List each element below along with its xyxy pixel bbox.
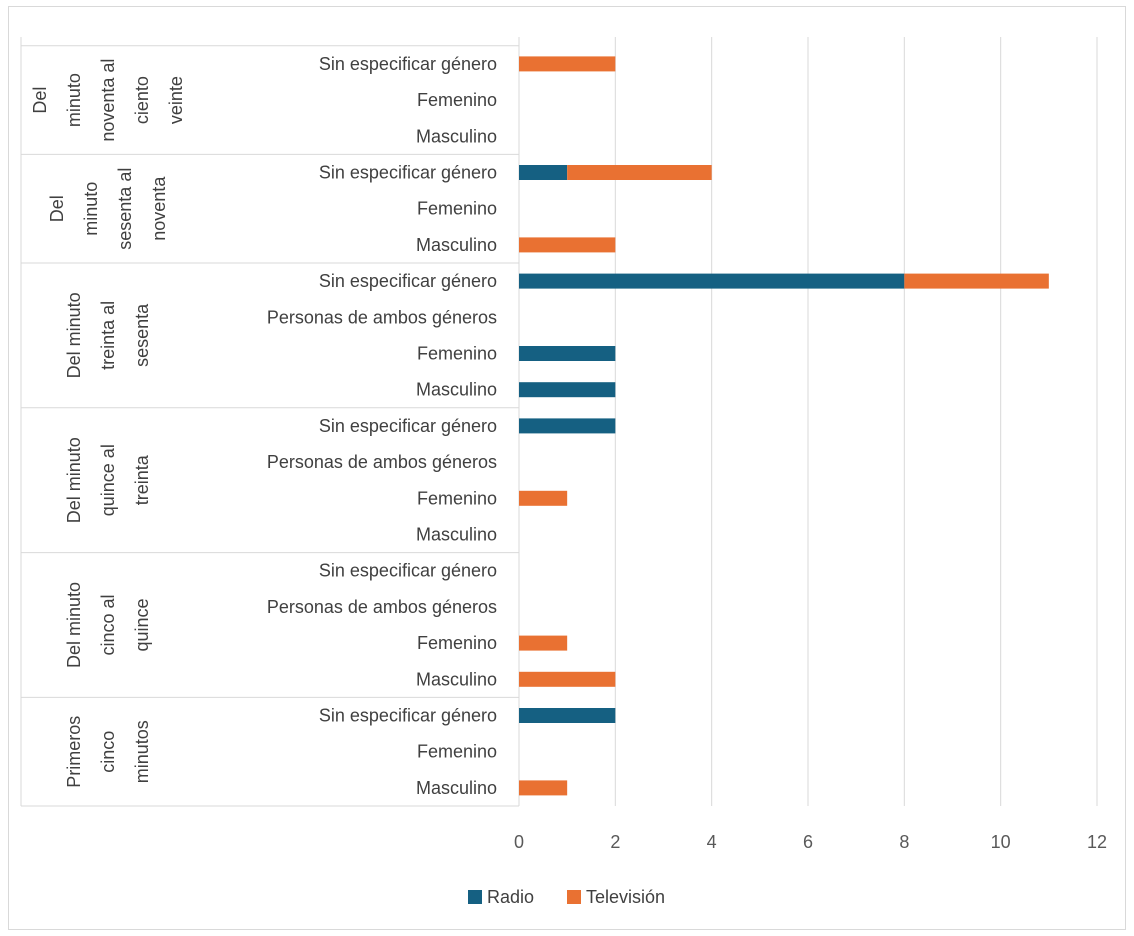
category-label: Femenino <box>417 344 497 364</box>
bar-radio <box>519 346 616 361</box>
bar-radio <box>519 708 616 723</box>
group-label-line: Primeros <box>64 716 84 788</box>
group-label-line: Del <box>30 87 50 114</box>
x-tick-label: 10 <box>991 832 1011 852</box>
x-tick-label: 12 <box>1087 832 1107 852</box>
group-label-line: minuto <box>64 73 84 127</box>
category-label: Masculino <box>416 126 497 146</box>
bar-radio <box>519 382 616 398</box>
bar-radio <box>519 165 568 180</box>
group-label-line: quince al <box>98 444 118 516</box>
group-label-line: minutos <box>132 720 152 783</box>
category-label: Masculino <box>416 380 497 400</box>
category-label: Sin especificar género <box>319 54 497 74</box>
x-tick-label: 4 <box>707 832 717 852</box>
group-label-line: veinte <box>166 76 186 124</box>
group-label-line: cinco <box>98 731 118 773</box>
x-tick-label: 0 <box>514 832 524 852</box>
category-label: Femenino <box>417 199 497 219</box>
legend-label: Radio <box>487 887 534 907</box>
category-label: Sin especificar género <box>319 706 497 726</box>
group-label-line: Del <box>47 195 67 222</box>
category-label: Femenino <box>417 742 497 762</box>
group-label-line: Del minuto <box>64 292 84 378</box>
x-tick-label: 6 <box>803 832 813 852</box>
category-label: Femenino <box>417 633 497 653</box>
category-label: Masculino <box>416 525 497 545</box>
group-label-line: sesenta al <box>115 168 135 250</box>
group-label-line: minuto <box>81 182 101 236</box>
bar-televisin <box>519 635 568 651</box>
group-label-line: treinta <box>132 454 152 505</box>
bar-televisin <box>519 237 616 253</box>
group-label-line: ciento <box>132 76 152 124</box>
group-label-line: noventa <box>149 176 169 241</box>
x-tick-label: 2 <box>610 832 620 852</box>
category-label: Femenino <box>417 90 497 110</box>
group-label-line: quince <box>132 598 152 651</box>
category-label: Personas de ambos géneros <box>267 452 497 472</box>
category-label: Sin especificar género <box>319 163 497 183</box>
chart-frame <box>8 6 1126 930</box>
legend-swatch-radio <box>468 890 482 904</box>
bar-radio <box>519 418 616 434</box>
group-label-line: Del minuto <box>64 582 84 668</box>
category-label: Personas de ambos géneros <box>267 597 497 617</box>
bar-televisin <box>519 780 568 796</box>
legend-swatch-televisin <box>567 890 581 904</box>
group-label-line: noventa al <box>98 59 118 142</box>
category-label: Masculino <box>416 669 497 689</box>
category-label: Femenino <box>417 488 497 508</box>
bar-televisin <box>519 490 568 506</box>
x-tick-label: 8 <box>899 832 909 852</box>
category-label: Sin especificar género <box>319 561 497 581</box>
group-label-line: sesenta <box>132 303 152 367</box>
category-label: Sin especificar género <box>319 271 497 291</box>
bar-televisin <box>519 671 616 687</box>
group-label-line: treinta al <box>98 301 118 370</box>
group-label-line: Del minuto <box>64 437 84 523</box>
bar-radio <box>519 273 905 289</box>
bar-televisin <box>519 56 616 72</box>
legend-label: Televisión <box>586 887 665 907</box>
category-label: Masculino <box>416 778 497 798</box>
group-label-line: cinco al <box>98 594 118 655</box>
bar-televisin <box>567 165 712 180</box>
category-label: Sin especificar género <box>319 416 497 436</box>
bar-televisin <box>904 273 1049 289</box>
category-label: Personas de ambos géneros <box>267 307 497 327</box>
category-label: Masculino <box>416 235 497 255</box>
